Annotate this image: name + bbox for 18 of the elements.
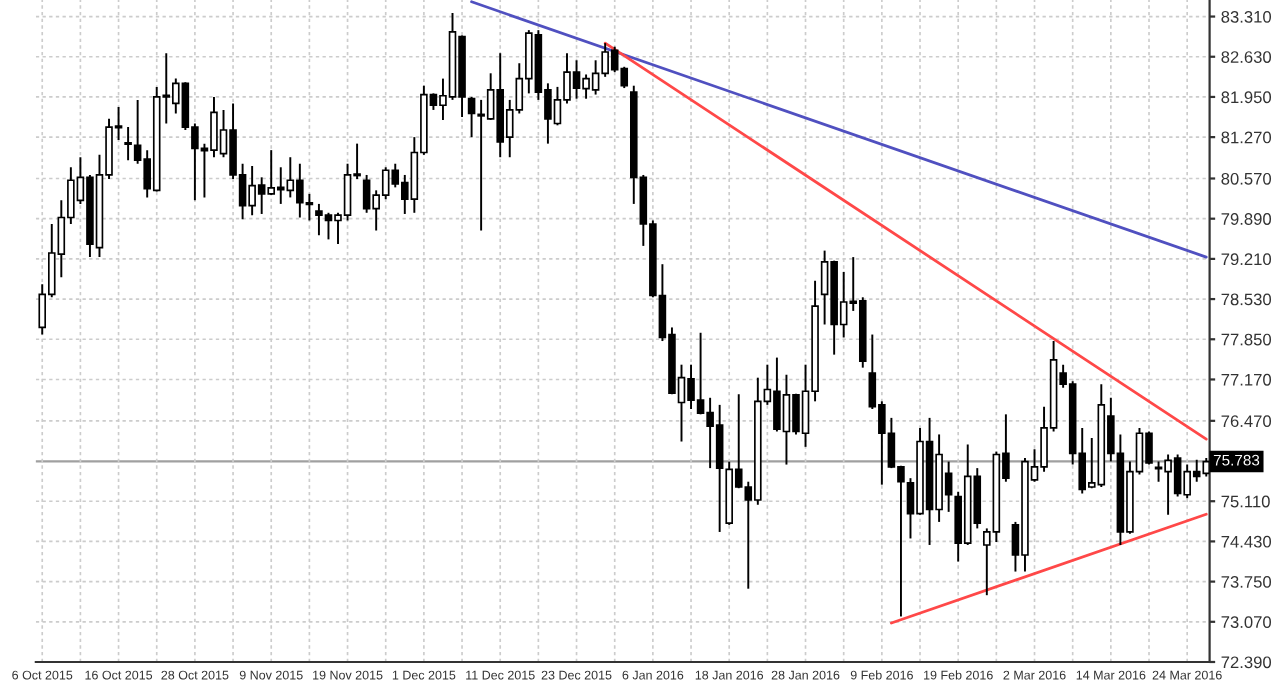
y-tick-label: 79.890 xyxy=(1221,213,1272,225)
y-tick-label: 75.110 xyxy=(1221,495,1270,508)
y-tick-label: 81.950 xyxy=(1221,91,1272,104)
y-tick-label: 76.470 xyxy=(1221,415,1272,428)
candlestick xyxy=(467,95,476,139)
y-tick-label: 74.430 xyxy=(1221,535,1272,548)
y-tick-label: 83.310 xyxy=(1221,10,1272,23)
y-tick-label: 80.570 xyxy=(1221,172,1272,185)
y-tick-label: 82.630 xyxy=(1221,51,1272,63)
y-tick-label: 78.530 xyxy=(1221,293,1272,306)
y-tick-label: 79.210 xyxy=(1221,253,1272,266)
y-tick-label: 77.170 xyxy=(1221,373,1272,386)
y-tick-label: 72.390 xyxy=(1221,656,1272,669)
y-tick-label: 73.750 xyxy=(1221,576,1272,588)
candlestick xyxy=(124,126,132,162)
y-tick-label: 73.070 xyxy=(1221,616,1272,628)
y-tick-label: 77.850 xyxy=(1221,333,1272,346)
y-tick-label: 81.270 xyxy=(1221,131,1272,144)
